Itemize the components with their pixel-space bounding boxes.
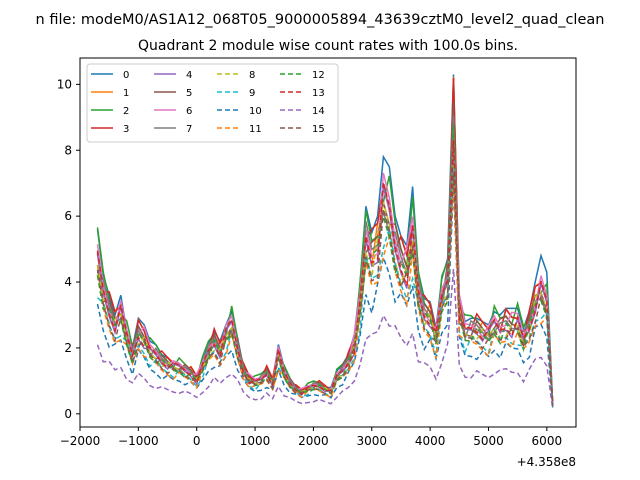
x-tick-label: 4000	[415, 434, 446, 448]
legend-label-9: 9	[249, 88, 255, 99]
legend-label-12: 12	[312, 70, 325, 81]
y-tick-label: 8	[64, 143, 72, 157]
axes-frame	[79, 57, 577, 428]
x-tick-label: 3000	[356, 434, 387, 448]
x-tick-label: 2000	[298, 434, 329, 448]
x-axis: −2000 −1000 0 1000 2000 3000 4000 5000 6000	[60, 427, 562, 448]
legend-label-2: 2	[123, 106, 129, 117]
plot-lines	[96, 74, 554, 410]
legend-label-15: 15	[312, 124, 325, 135]
legend-label-1: 1	[123, 88, 129, 99]
legend-label-11: 11	[249, 124, 262, 135]
y-tick-label: 4	[64, 275, 72, 289]
x-tick-label: 6000	[532, 434, 563, 448]
x-tick-label: −2000	[60, 434, 101, 448]
legend-label-10: 10	[249, 106, 262, 117]
y-tick-label: 2	[64, 341, 72, 355]
y-axis: 0 2 4 6 8 10	[57, 77, 80, 421]
series-line-15	[96, 172, 554, 406]
legend-label-7: 7	[186, 124, 192, 135]
series-line-13	[96, 140, 554, 405]
x-tick-label: 0	[193, 434, 201, 448]
chart-title: Quadrant 2 module wise count rates with …	[138, 38, 518, 54]
x-offset-label: +4.358e8	[517, 455, 576, 469]
x-tick-label: 1000	[240, 434, 271, 448]
y-tick-label: 10	[57, 77, 72, 91]
series-line-11	[96, 180, 554, 406]
y-tick-label: 6	[64, 209, 72, 223]
legend-label-6: 6	[186, 106, 192, 117]
series-line-14	[96, 268, 554, 410]
legend-label-3: 3	[123, 124, 129, 135]
legend-frame	[86, 63, 339, 143]
series-line-12	[96, 123, 554, 407]
x-tick-label: −1000	[118, 434, 159, 448]
legend-label-13: 13	[312, 88, 325, 99]
legend-label-4: 4	[186, 70, 192, 81]
x-tick-label: 5000	[473, 434, 504, 448]
series-line-8	[96, 165, 554, 406]
figure-suptitle: n file: modeM0/AS1A12_068T05_9000005894_…	[36, 12, 605, 28]
series-line-4	[96, 145, 554, 405]
legend-label-8: 8	[249, 70, 255, 81]
legend-label-0: 0	[123, 70, 129, 81]
y-tick-label: 0	[64, 407, 72, 421]
legend-label-14: 14	[312, 106, 325, 117]
legend-label-5: 5	[186, 88, 192, 99]
